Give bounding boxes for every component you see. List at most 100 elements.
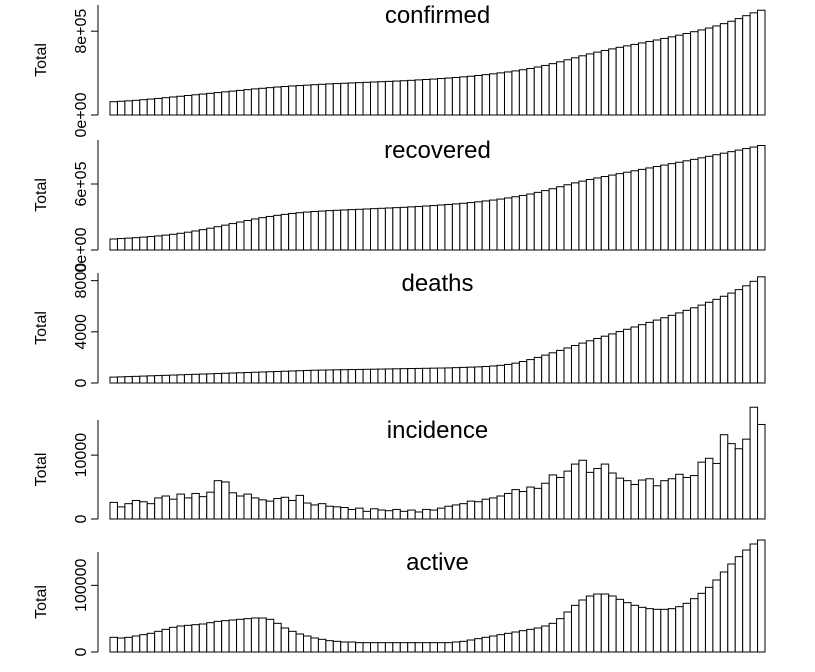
bar xyxy=(407,79,416,116)
bar xyxy=(496,72,505,116)
y-tick-label: 8e+05 xyxy=(73,9,90,54)
bar xyxy=(362,208,372,251)
bar xyxy=(243,618,252,653)
bar xyxy=(593,593,602,653)
bar xyxy=(198,496,208,520)
bar xyxy=(459,202,468,251)
bar xyxy=(250,88,260,116)
bar xyxy=(392,80,401,116)
bar xyxy=(556,476,565,520)
bar xyxy=(541,354,550,384)
bar xyxy=(362,510,372,520)
bar xyxy=(288,85,297,116)
bar xyxy=(399,510,409,520)
bar xyxy=(749,406,759,520)
bar xyxy=(451,504,461,520)
bar xyxy=(183,624,193,653)
bar xyxy=(652,39,662,116)
bar xyxy=(131,635,141,653)
bar xyxy=(362,81,372,116)
bar xyxy=(265,371,275,384)
bar xyxy=(623,45,632,116)
bar xyxy=(556,618,565,653)
bar xyxy=(749,12,759,116)
bar xyxy=(198,623,208,653)
bar xyxy=(630,170,639,251)
bar xyxy=(370,368,379,384)
bar xyxy=(518,630,528,653)
bar xyxy=(704,27,714,116)
bar xyxy=(437,78,446,116)
bar xyxy=(578,599,587,653)
bar xyxy=(265,215,275,251)
bar xyxy=(585,53,595,116)
bar xyxy=(474,638,483,653)
bar xyxy=(734,149,744,251)
bar xyxy=(206,491,215,520)
bar xyxy=(667,314,677,384)
bar xyxy=(578,342,587,384)
bar xyxy=(742,438,751,520)
bar xyxy=(213,620,223,653)
bar xyxy=(712,462,721,520)
bar xyxy=(146,236,156,251)
bar xyxy=(667,163,677,251)
bar xyxy=(340,507,349,520)
bar xyxy=(422,642,431,653)
bar xyxy=(206,373,215,384)
bar xyxy=(474,366,483,384)
bar xyxy=(451,641,461,653)
bar xyxy=(295,212,305,251)
bar xyxy=(340,209,349,251)
bar xyxy=(228,223,238,251)
bar xyxy=(280,627,290,653)
bar xyxy=(169,233,178,251)
bar xyxy=(548,622,558,653)
bar xyxy=(183,374,193,384)
bar xyxy=(124,503,133,520)
bar xyxy=(288,212,297,251)
bar xyxy=(303,635,312,653)
panel-title: incidence xyxy=(387,417,488,444)
bar xyxy=(221,481,230,520)
bar xyxy=(660,37,669,116)
bar xyxy=(176,95,185,116)
bar xyxy=(288,499,297,520)
bar xyxy=(660,164,669,251)
bar xyxy=(578,180,587,251)
bar xyxy=(481,200,491,251)
bar xyxy=(146,632,156,653)
bar xyxy=(727,151,736,251)
bar xyxy=(288,370,297,384)
bar xyxy=(615,598,625,653)
bar xyxy=(690,307,699,384)
bar xyxy=(332,83,342,116)
bar xyxy=(563,611,572,653)
bar xyxy=(325,505,334,520)
bar xyxy=(221,91,230,116)
bar xyxy=(712,298,721,384)
bar xyxy=(362,368,372,384)
bar xyxy=(697,29,706,116)
bar xyxy=(652,608,662,653)
bar xyxy=(429,78,439,116)
bar xyxy=(213,92,223,116)
bar xyxy=(422,205,431,251)
y-axis-label: Total xyxy=(33,43,50,77)
bar xyxy=(444,642,453,653)
bar xyxy=(466,75,476,116)
bar xyxy=(489,73,498,116)
bar xyxy=(734,556,744,653)
bar xyxy=(578,55,587,116)
bar xyxy=(325,640,334,653)
bar xyxy=(407,642,416,653)
bar xyxy=(466,639,476,653)
bar xyxy=(303,211,312,251)
bar xyxy=(667,36,677,116)
bar xyxy=(191,94,200,116)
bar xyxy=(295,633,305,653)
bar xyxy=(511,489,520,520)
bar xyxy=(548,188,558,251)
bar xyxy=(377,368,386,384)
bar xyxy=(451,76,461,116)
